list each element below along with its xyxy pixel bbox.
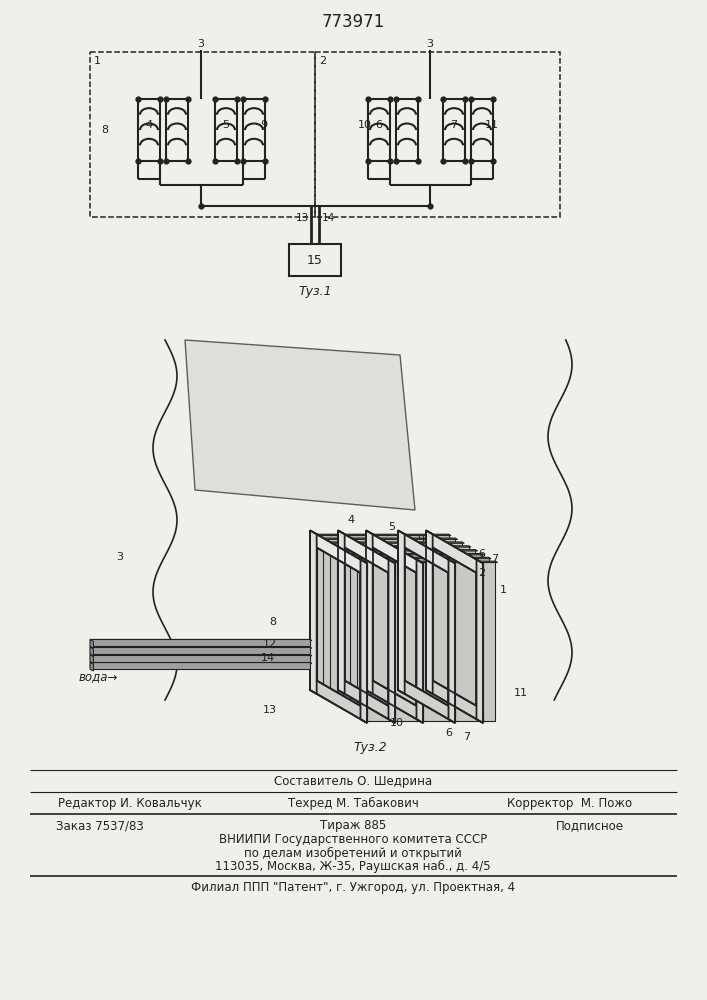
Text: 3: 3 [116, 552, 123, 562]
Polygon shape [398, 677, 455, 723]
Text: 113035, Москва, Ж-35, Раушская наб., д. 4/5: 113035, Москва, Ж-35, Раушская наб., д. … [215, 859, 491, 873]
Text: Редактор И. Ковальчук: Редактор И. Ковальчук [58, 796, 202, 810]
Text: 11: 11 [485, 120, 499, 130]
Bar [289, 244, 341, 276]
Text: вода→: вода→ [78, 670, 117, 683]
Polygon shape [338, 530, 345, 694]
Polygon shape [426, 677, 483, 723]
Text: 4: 4 [146, 120, 153, 130]
Text: Тираж 885: Тираж 885 [320, 820, 386, 832]
Text: 11: 11 [514, 688, 528, 698]
Polygon shape [363, 561, 498, 563]
Text: Техред М. Табакович: Техред М. Табакович [288, 796, 419, 810]
Polygon shape [344, 550, 475, 709]
Text: 5: 5 [223, 120, 230, 130]
Polygon shape [366, 530, 373, 694]
Text: 6: 6 [478, 549, 485, 559]
Text: 3: 3 [426, 39, 433, 49]
Polygon shape [361, 560, 367, 723]
Text: 6: 6 [375, 120, 382, 130]
Polygon shape [344, 550, 478, 551]
Polygon shape [398, 530, 455, 577]
Text: Составитель О. Шедрина: Составитель О. Шедрина [274, 774, 432, 788]
Text: 10: 10 [390, 718, 404, 728]
Polygon shape [90, 655, 93, 663]
Text: 15: 15 [307, 253, 323, 266]
Polygon shape [90, 647, 310, 654]
Polygon shape [90, 639, 310, 646]
Polygon shape [477, 560, 483, 723]
Text: 10: 10 [358, 120, 372, 130]
Polygon shape [323, 538, 457, 539]
Polygon shape [90, 639, 312, 641]
Text: 7: 7 [463, 732, 470, 742]
Polygon shape [356, 557, 491, 559]
Polygon shape [338, 677, 395, 723]
Text: 8: 8 [101, 125, 109, 135]
Polygon shape [366, 530, 423, 577]
Polygon shape [323, 538, 455, 698]
Text: 8: 8 [269, 617, 276, 627]
Text: 14: 14 [261, 653, 275, 663]
Polygon shape [350, 554, 482, 713]
Text: 773971: 773971 [322, 13, 385, 31]
Polygon shape [337, 546, 471, 547]
Polygon shape [388, 560, 395, 723]
Text: 12: 12 [263, 639, 277, 649]
Polygon shape [366, 677, 423, 723]
Polygon shape [448, 560, 455, 723]
Bar [90, 52, 315, 217]
Polygon shape [90, 647, 312, 648]
Text: 4: 4 [347, 515, 355, 525]
Polygon shape [90, 655, 312, 656]
Text: Корректор  М. Пожо: Корректор М. Пожо [508, 796, 633, 810]
Text: Подписное: Подписное [556, 820, 624, 832]
Text: Τуз.1: Τуз.1 [298, 286, 332, 298]
Text: 2: 2 [478, 568, 485, 578]
Text: 6: 6 [445, 728, 452, 738]
Polygon shape [310, 530, 317, 694]
Text: Τуз.2: Τуз.2 [354, 742, 387, 754]
Text: ВНИИПИ Государственного комитета СССР: ВНИИПИ Государственного комитета СССР [219, 834, 487, 846]
Polygon shape [90, 662, 310, 669]
Polygon shape [90, 662, 93, 671]
Text: 13: 13 [296, 213, 309, 223]
Polygon shape [350, 554, 484, 555]
Polygon shape [310, 677, 367, 723]
Polygon shape [317, 534, 449, 694]
Polygon shape [363, 561, 496, 721]
Text: 1: 1 [94, 56, 101, 66]
Bar [315, 52, 560, 217]
Polygon shape [416, 560, 423, 723]
Polygon shape [90, 655, 310, 662]
Polygon shape [398, 530, 404, 694]
Polygon shape [317, 534, 451, 536]
Text: 1: 1 [500, 585, 507, 595]
Polygon shape [310, 530, 367, 577]
Polygon shape [426, 530, 483, 577]
Polygon shape [90, 662, 312, 663]
Polygon shape [426, 530, 433, 694]
Polygon shape [185, 340, 415, 510]
Polygon shape [330, 542, 462, 702]
Polygon shape [356, 557, 489, 717]
Polygon shape [330, 542, 464, 543]
Text: Филиал ППП "Патент", г. Ужгород, ул. Проектная, 4: Филиал ППП "Патент", г. Ужгород, ул. Про… [191, 882, 515, 894]
Text: Заказ 7537/83: Заказ 7537/83 [56, 820, 144, 832]
Text: 7: 7 [450, 120, 457, 130]
Polygon shape [90, 639, 93, 648]
Text: 5: 5 [388, 522, 395, 532]
Text: по делам изобретений и открытий: по делам изобретений и открытий [244, 846, 462, 860]
Polygon shape [90, 647, 93, 656]
Text: 7: 7 [491, 554, 498, 564]
Polygon shape [338, 530, 395, 577]
Text: 9: 9 [417, 535, 425, 545]
Polygon shape [337, 546, 469, 705]
Text: 13: 13 [263, 705, 277, 715]
Text: 9: 9 [260, 120, 267, 130]
Text: 3: 3 [197, 39, 204, 49]
Text: 14: 14 [322, 213, 334, 223]
Text: 2: 2 [319, 56, 326, 66]
